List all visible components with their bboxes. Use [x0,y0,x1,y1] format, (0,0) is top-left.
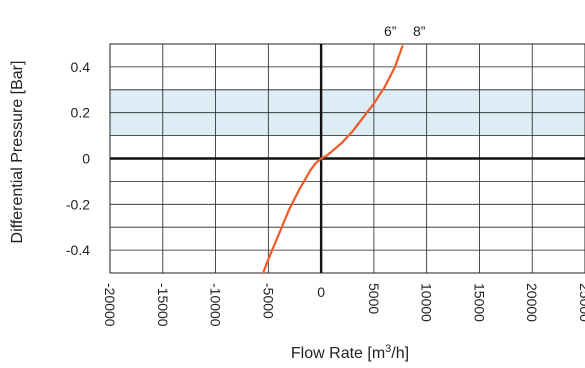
x-tick-label: 5000 [366,283,382,314]
annotation-6-inch: 6” [384,23,397,39]
y-tick-label: -0.4 [66,242,90,258]
y-tick-label: 0 [82,151,90,167]
y-tick-label: 0.4 [71,59,91,75]
series-line-0 [262,45,404,275]
x-tick-label: 20000 [524,283,540,322]
x-tick-label: 0 [317,284,325,300]
x-tick-label: -5000 [260,283,276,319]
y-tick-label: -0.2 [66,196,90,212]
x-axis-title-superscript: 3 [385,343,391,355]
x-tick-label: 15000 [471,283,487,322]
y-tick-label: 0.2 [71,105,91,121]
x-tick-label: -10000 [208,283,224,327]
x-tick-label: 10000 [419,283,435,322]
x-tick-label: -20000 [102,283,118,327]
annotation-8-inch: 8” [413,23,426,39]
x-axis-title: Flow Rate [m3/h] [291,343,409,362]
y-axis-title: Differential Pressure [Bar] [9,61,26,244]
x-tick-label: 25000 [577,283,585,322]
x-tick-label: -15000 [155,283,171,327]
